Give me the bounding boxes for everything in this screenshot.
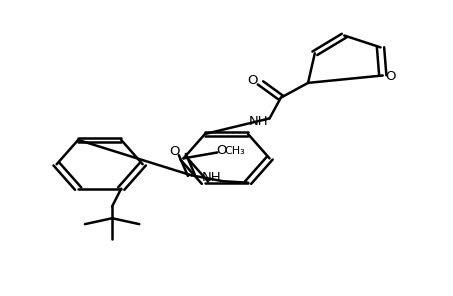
Text: CH₃: CH₃ bbox=[224, 146, 245, 156]
Text: O: O bbox=[216, 144, 226, 157]
Text: O: O bbox=[386, 70, 396, 83]
Text: NH: NH bbox=[202, 171, 222, 184]
Text: NH: NH bbox=[248, 115, 268, 128]
Text: O: O bbox=[169, 145, 179, 158]
Text: O: O bbox=[247, 74, 258, 87]
